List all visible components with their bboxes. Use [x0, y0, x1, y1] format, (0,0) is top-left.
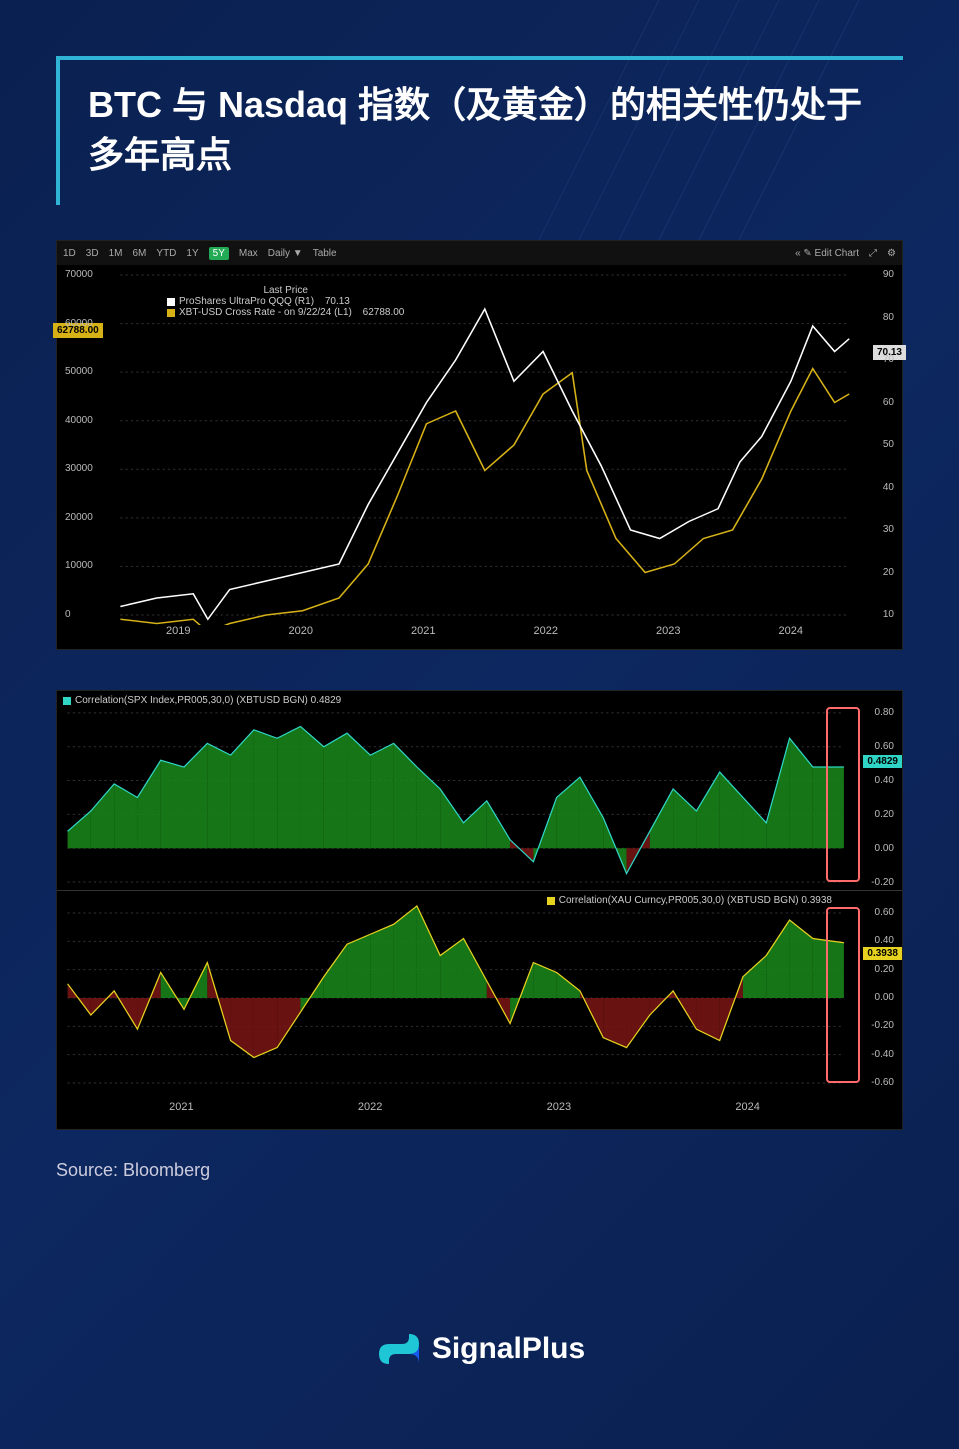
timeframe-max[interactable]: Max	[239, 248, 258, 259]
page-title: BTC 与 Nasdaq 指数（及黄金）的相关性仍处于多年高点	[88, 80, 875, 181]
toolbar-action[interactable]: ⚙	[887, 248, 896, 259]
brand-footer: SignalPlus	[0, 1329, 959, 1369]
timeframe-ytd[interactable]: YTD	[156, 248, 176, 259]
timeframe-1d[interactable]: 1D	[63, 248, 76, 259]
xau-value-badge: 0.3938	[863, 947, 902, 960]
toolbar-action[interactable]: « ✎ Edit Chart	[795, 248, 859, 259]
timeframe-1m[interactable]: 1M	[109, 248, 123, 259]
spx-correlation-panel: Correlation(SPX Index,PR005,30,0) (XBTUS…	[57, 691, 902, 891]
xau-correlation-svg	[57, 891, 902, 1091]
price-chart-legend: Last Price ProShares UltraPro QQQ (R1) 7…	[167, 285, 404, 318]
timeframe-table[interactable]: Table	[313, 248, 337, 259]
spx-correlation-svg	[57, 691, 902, 890]
price-chart-svg	[57, 265, 902, 625]
toolbar-action[interactable]: ⤢	[869, 248, 877, 259]
xau-legend: Correlation(XAU Curncy,PR005,30,0) (XBTU…	[547, 895, 832, 906]
timeframe-3d[interactable]: 3D	[86, 248, 99, 259]
spx-legend: Correlation(SPX Index,PR005,30,0) (XBTUS…	[63, 695, 341, 706]
legend-series-2: XBT-USD Cross Rate - on 9/22/24 (L1)	[179, 307, 352, 318]
timeframe-daily ▼[interactable]: Daily ▼	[268, 248, 303, 259]
correlation-chart-container: Correlation(SPX Index,PR005,30,0) (XBTUS…	[56, 690, 903, 1130]
timeframe-5y[interactable]: 5Y	[209, 247, 229, 260]
timeframe-1y[interactable]: 1Y	[186, 248, 198, 259]
xau-correlation-panel: Correlation(XAU Curncy,PR005,30,0) (XBTU…	[57, 891, 902, 1091]
source-label: Source: Bloomberg	[56, 1160, 210, 1181]
spx-value-badge: 0.4829	[863, 755, 902, 768]
brand-logo-icon	[374, 1329, 424, 1369]
chart-toolbar: 1D 3D 1M 6M YTD 1Y 5Y Max Daily ▼ Table « ✎ Edit C…	[57, 241, 902, 265]
legend-title: Last Price	[167, 285, 404, 296]
timeframe-6m[interactable]: 6M	[133, 248, 147, 259]
brand-name: SignalPlus	[432, 1332, 585, 1366]
price-chart-container: 1D 3D 1M 6M YTD 1Y 5Y Max Daily ▼ Table « ✎ Edit C…	[56, 240, 903, 650]
title-block: BTC 与 Nasdaq 指数（及黄金）的相关性仍处于多年高点	[56, 56, 903, 205]
legend-series-1: ProShares UltraPro QQQ (R1)	[179, 296, 314, 307]
price-chart-plot: 62788.00 70.13 Last Price ProShares Ultr…	[57, 265, 902, 625]
